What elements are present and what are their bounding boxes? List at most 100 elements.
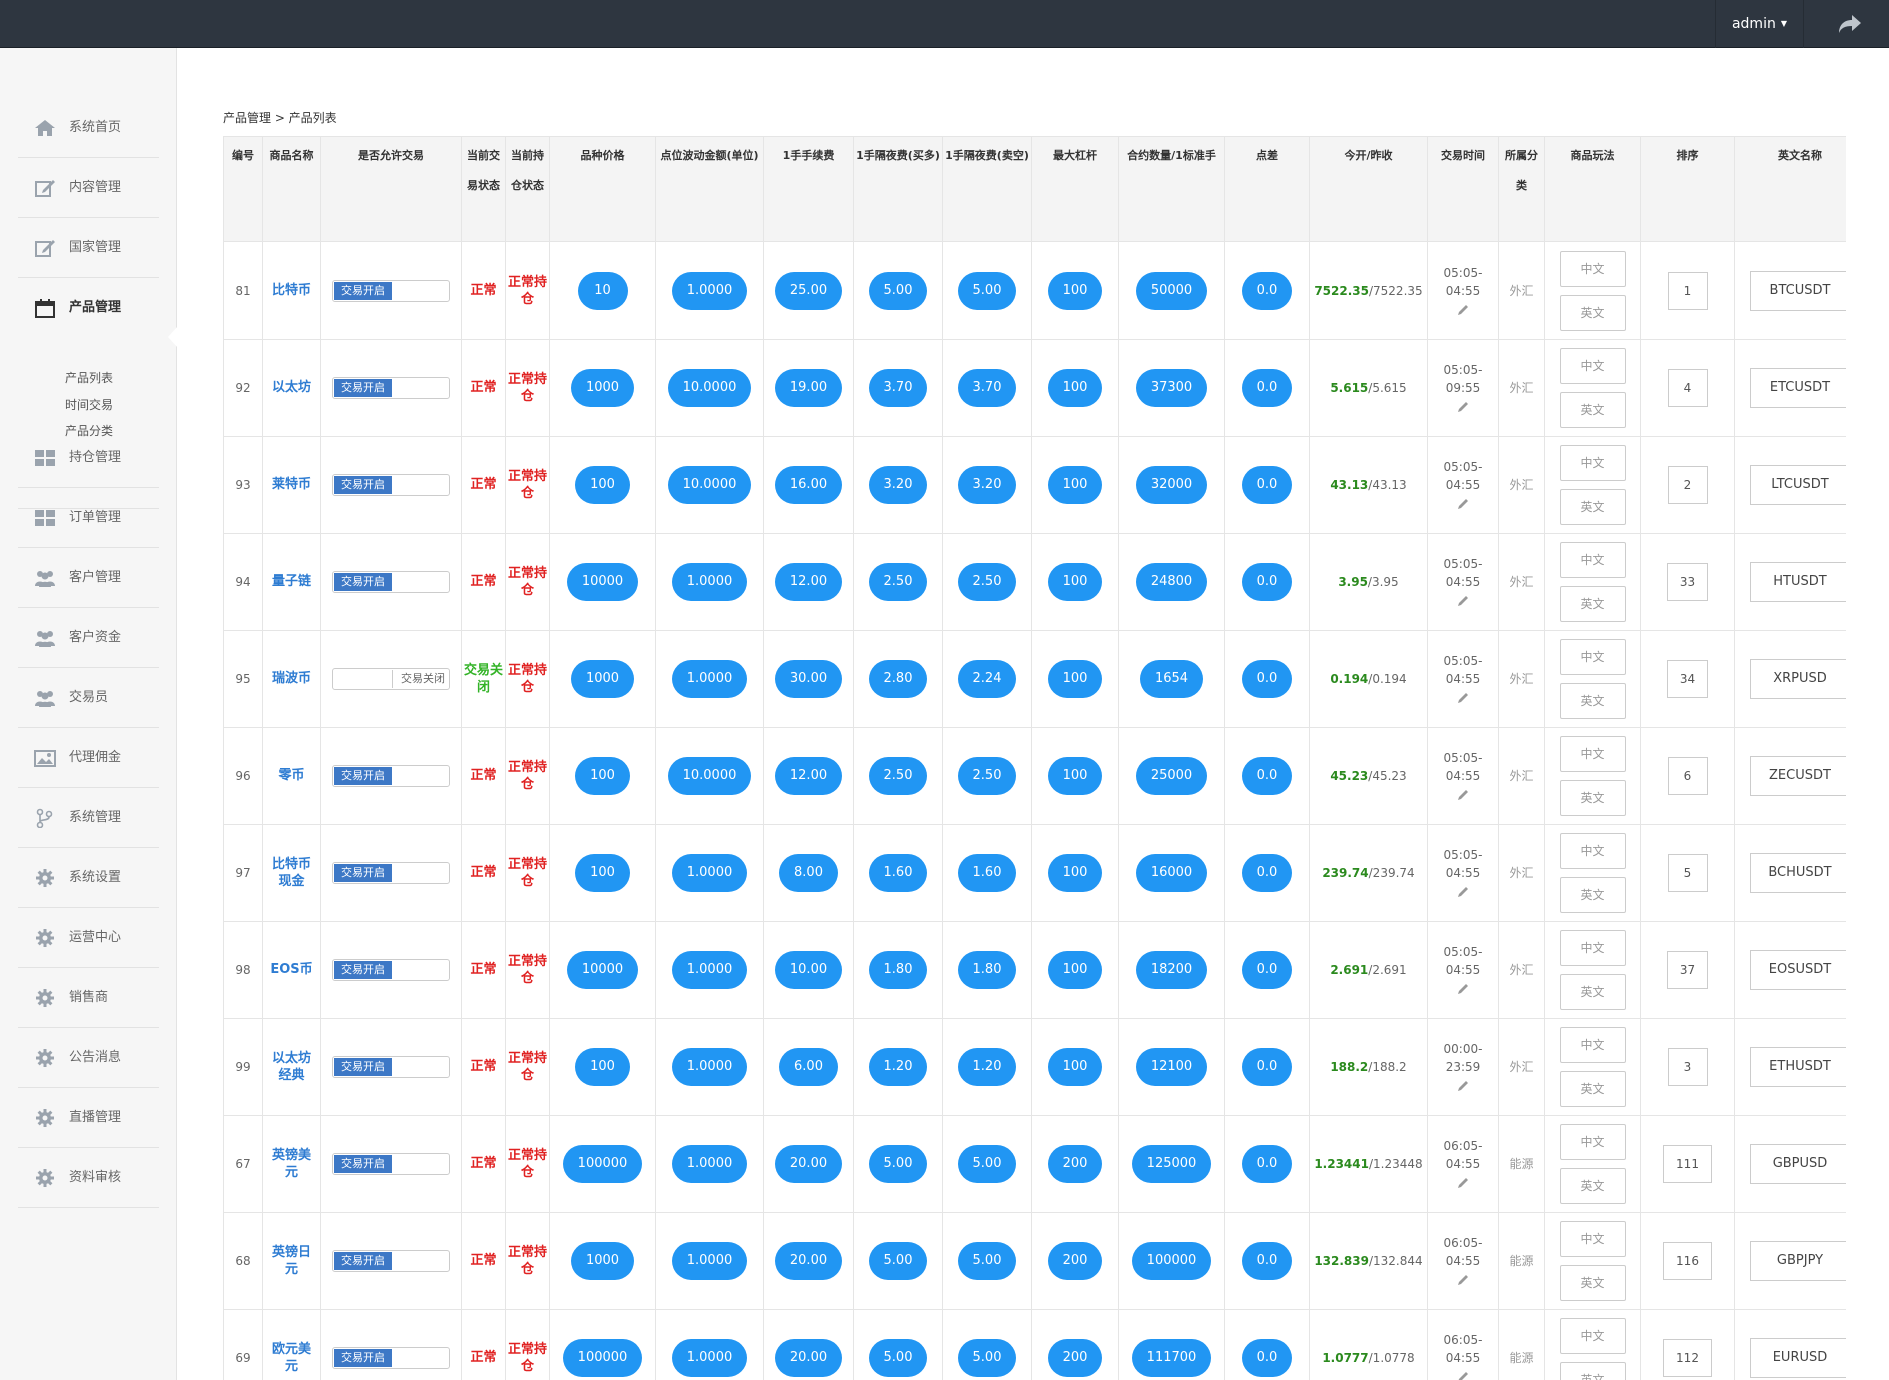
tick-pill[interactable]: 1.0000 — [671, 853, 748, 892]
lang-en-button[interactable]: 英文 — [1559, 585, 1626, 622]
fee-pill[interactable]: 10.00 — [774, 950, 843, 989]
sidebar-item-8[interactable]: 交易员 — [18, 668, 159, 728]
fee-pill[interactable]: 20.00 — [774, 1338, 843, 1377]
pencil-icon[interactable] — [1456, 982, 1470, 996]
leverage-pill[interactable]: 100 — [1047, 465, 1103, 504]
contract-pill[interactable]: 25000 — [1135, 756, 1208, 795]
swap_buy-pill[interactable]: 5.00 — [868, 1241, 928, 1280]
pencil-icon[interactable] — [1456, 400, 1470, 414]
trade-toggle[interactable]: 交易开启 — [332, 473, 450, 496]
contract-pill[interactable]: 16000 — [1135, 853, 1208, 892]
swap_buy-pill[interactable]: 5.00 — [868, 1144, 928, 1183]
trade-toggle[interactable]: 交易关闭 — [332, 667, 450, 690]
tick-pill[interactable]: 10.0000 — [667, 756, 752, 795]
tick-pill[interactable]: 1.0000 — [671, 1241, 748, 1280]
leverage-pill[interactable]: 100 — [1047, 659, 1103, 698]
contract-pill[interactable]: 125000 — [1131, 1144, 1212, 1183]
lang-en-button[interactable]: 英文 — [1559, 1361, 1626, 1380]
trade-toggle[interactable]: 交易开启 — [332, 861, 450, 884]
lang-en-button[interactable]: 英文 — [1559, 779, 1626, 816]
swap_buy-pill[interactable]: 1.20 — [868, 1047, 928, 1086]
lang-cn-button[interactable]: 中文 — [1559, 347, 1626, 384]
swap_buy-pill[interactable]: 1.80 — [868, 950, 928, 989]
leverage-pill[interactable]: 100 — [1047, 950, 1103, 989]
english-name-input[interactable]: GBPJPY — [1750, 1240, 1846, 1281]
pencil-icon[interactable] — [1456, 303, 1470, 317]
fee-pill[interactable]: 20.00 — [774, 1241, 843, 1280]
swap_sell-pill[interactable]: 1.20 — [957, 1047, 1017, 1086]
submenu-item[interactable]: 时间交易 — [65, 398, 114, 412]
spread-pill[interactable]: 0.0 — [1241, 950, 1293, 989]
fee-pill[interactable]: 8.00 — [779, 853, 838, 892]
english-name-input[interactable]: LTCUSDT — [1750, 464, 1846, 505]
spread-pill[interactable]: 0.0 — [1241, 465, 1293, 504]
swap_buy-pill[interactable]: 5.00 — [868, 1338, 928, 1377]
fee-pill[interactable]: 12.00 — [774, 756, 843, 795]
pencil-icon[interactable] — [1456, 691, 1470, 705]
contract-pill[interactable]: 24800 — [1135, 562, 1208, 601]
lang-cn-button[interactable]: 中文 — [1559, 444, 1626, 481]
lang-cn-button[interactable]: 中文 — [1559, 1317, 1626, 1354]
tick-pill[interactable]: 1.0000 — [671, 659, 748, 698]
spread-pill[interactable]: 0.0 — [1241, 1144, 1293, 1183]
contract-pill[interactable]: 32000 — [1135, 465, 1208, 504]
contract-pill[interactable]: 1654 — [1139, 659, 1204, 698]
lang-cn-button[interactable]: 中文 — [1559, 1123, 1626, 1160]
fee-pill[interactable]: 19.00 — [774, 368, 843, 407]
tick-pill[interactable]: 1.0000 — [671, 1047, 748, 1086]
swap_sell-pill[interactable]: 3.70 — [957, 368, 1017, 407]
swap_buy-pill[interactable]: 3.20 — [868, 465, 928, 504]
leverage-pill[interactable]: 100 — [1047, 271, 1103, 310]
contract-pill[interactable]: 12100 — [1135, 1047, 1208, 1086]
lang-en-button[interactable]: 英文 — [1559, 973, 1626, 1010]
spread-pill[interactable]: 0.0 — [1241, 1047, 1293, 1086]
trade-toggle[interactable]: 交易开启 — [332, 279, 450, 302]
sidebar-item-3[interactable]: 产品管理 — [18, 278, 159, 338]
sidebar-item-14[interactable]: 公告消息 — [18, 1028, 159, 1088]
pencil-icon[interactable] — [1456, 1176, 1470, 1190]
swap_buy-pill[interactable]: 2.80 — [868, 659, 928, 698]
pencil-icon[interactable] — [1456, 1079, 1470, 1093]
swap_sell-pill[interactable]: 5.00 — [957, 1241, 1017, 1280]
lang-en-button[interactable]: 英文 — [1559, 1070, 1626, 1107]
trade-toggle[interactable]: 交易开启 — [332, 1249, 450, 1272]
pencil-icon[interactable] — [1456, 497, 1470, 511]
sidebar-item-0[interactable]: 系统首页 — [18, 98, 159, 158]
lang-cn-button[interactable]: 中文 — [1559, 1026, 1626, 1063]
sort-input[interactable]: 112 — [1663, 1338, 1712, 1377]
sort-input[interactable]: 6 — [1667, 756, 1708, 795]
price-pill[interactable]: 1000 — [570, 368, 635, 407]
tick-pill[interactable]: 1.0000 — [671, 1144, 748, 1183]
lang-cn-button[interactable]: 中文 — [1559, 832, 1626, 869]
fee-pill[interactable]: 12.00 — [774, 562, 843, 601]
contract-pill[interactable]: 18200 — [1135, 950, 1208, 989]
swap_buy-pill[interactable]: 2.50 — [868, 756, 928, 795]
trade-toggle[interactable]: 交易开启 — [332, 958, 450, 981]
sort-input[interactable]: 2 — [1667, 465, 1708, 504]
sidebar-item-1[interactable]: 内容管理 — [18, 158, 159, 218]
english-name-input[interactable]: EURUSD — [1750, 1337, 1846, 1378]
swap_sell-pill[interactable]: 5.00 — [957, 271, 1017, 310]
tick-pill[interactable]: 1.0000 — [671, 1338, 748, 1377]
lang-cn-button[interactable]: 中文 — [1559, 1220, 1626, 1257]
sidebar-item-11[interactable]: 系统设置 — [18, 848, 159, 908]
tick-pill[interactable]: 10.0000 — [667, 465, 752, 504]
contract-pill[interactable]: 100000 — [1131, 1241, 1212, 1280]
sidebar-item-9[interactable]: 代理佣金 — [18, 728, 159, 788]
user-menu[interactable]: admin ▼ — [1714, 0, 1804, 48]
swap_buy-pill[interactable]: 5.00 — [868, 271, 928, 310]
leverage-pill[interactable]: 200 — [1047, 1241, 1103, 1280]
sidebar-item-12[interactable]: 运营中心 — [18, 908, 159, 968]
price-pill[interactable]: 100 — [575, 756, 630, 795]
leverage-pill[interactable]: 100 — [1047, 756, 1103, 795]
price-pill[interactable]: 1000 — [570, 1241, 635, 1280]
lang-en-button[interactable]: 英文 — [1559, 876, 1626, 913]
lang-en-button[interactable]: 英文 — [1559, 488, 1626, 525]
sidebar-item-6[interactable]: 客户管理 — [18, 548, 159, 608]
sort-input[interactable]: 3 — [1667, 1047, 1708, 1086]
lang-cn-button[interactable]: 中文 — [1559, 638, 1626, 675]
sidebar-item-4[interactable]: 持仓管理 — [18, 428, 159, 488]
sidebar-item-16[interactable]: 资料审核 — [18, 1148, 159, 1208]
trade-toggle[interactable]: 交易开启 — [332, 376, 450, 399]
english-name-input[interactable]: ETHUSDT — [1750, 1046, 1846, 1087]
